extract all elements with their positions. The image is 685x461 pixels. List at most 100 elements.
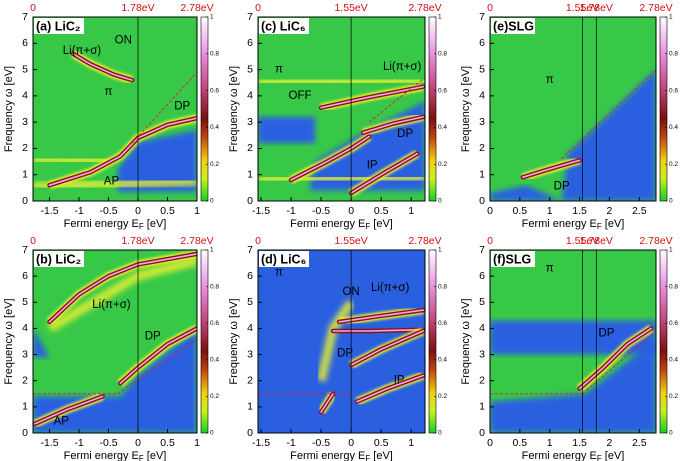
colorbar xyxy=(200,16,209,202)
x-axis-label-part: [eV] xyxy=(370,450,393,461)
x-tick-label: -1.5 xyxy=(40,437,58,449)
boundary xyxy=(368,77,425,123)
colorbar-tick-label: 0.4 xyxy=(438,357,447,364)
y-tick-label: 7 xyxy=(22,11,28,23)
panel-title: (e)SLG xyxy=(493,19,534,33)
x-axis-label-part: Fermi energy E xyxy=(522,450,597,461)
colorbar-tick-label: 0.4 xyxy=(438,124,447,131)
top-tick-label: 2.78eV xyxy=(408,2,441,14)
title-box xyxy=(259,251,309,267)
y-tick-label: 0 xyxy=(247,427,253,439)
y-tick-label: 1 xyxy=(479,168,485,180)
colorbar-tick-label: 0.6 xyxy=(210,87,219,94)
top-tick-label: 1.55eV xyxy=(566,2,599,14)
low-region xyxy=(117,130,197,192)
y-tick-label: 5 xyxy=(22,63,28,75)
colorbar-tick-label: 1 xyxy=(210,247,214,254)
ridge-core xyxy=(320,392,334,413)
annotation: Li(π+σ) xyxy=(383,61,422,73)
annotation: Li(π+σ) xyxy=(371,282,410,294)
y-tick-label: 7 xyxy=(22,244,28,256)
y-tick-label: 5 xyxy=(479,296,485,308)
ridge-core xyxy=(48,253,197,323)
colorbar xyxy=(659,16,668,202)
colorbar-tick-label: 0.4 xyxy=(669,124,678,131)
colorbar-tick-label: 0 xyxy=(438,430,442,437)
panel-title: (c) LiC₆ xyxy=(261,19,306,33)
x-tick-label: -1 xyxy=(286,205,295,217)
y-tick-label: 3 xyxy=(479,348,485,360)
title-box xyxy=(259,18,309,34)
colorbar-tick-label: 0.4 xyxy=(210,124,219,131)
heatmap xyxy=(33,250,197,433)
ridge-core xyxy=(350,152,419,194)
annotation: π xyxy=(275,64,283,76)
x-tick-label: 1 xyxy=(547,205,553,217)
top-tick-label: 1.78eV xyxy=(121,235,154,247)
y-tick-label: 2 xyxy=(479,374,485,386)
x-axis-label: Fermi energy EF [eV] xyxy=(290,218,393,231)
x-axis-label-part: [eV] xyxy=(144,218,167,230)
top-tick-label: 1.55eV xyxy=(334,235,367,247)
x-tick-label: -0.5 xyxy=(99,437,117,449)
y-tick-label: 5 xyxy=(247,63,253,75)
band xyxy=(258,75,425,88)
y-tick-label: 4 xyxy=(247,322,253,334)
x-tick-label: 1 xyxy=(408,205,414,217)
ridge-core xyxy=(33,395,104,425)
y-tick-label: 1 xyxy=(22,168,28,180)
top-tick-label: 1.78eV xyxy=(580,235,613,247)
ridge-core xyxy=(350,330,425,366)
x-axis-label-part: Fermi energy E xyxy=(64,450,139,461)
x-tick-label: -1 xyxy=(74,437,83,449)
top-tick-label: 0 xyxy=(487,235,493,247)
x-tick-label: 1.5 xyxy=(572,437,587,449)
colorbar-tick-label: 0.2 xyxy=(210,161,219,168)
x-axis-label-part: F xyxy=(139,222,144,231)
heatmap xyxy=(33,17,197,201)
x-tick-label: 1 xyxy=(408,437,414,449)
colorbar-tick-label: 0.2 xyxy=(669,161,678,168)
panel-title: (f)SLG xyxy=(493,252,531,266)
y-tick-label: 4 xyxy=(22,322,28,334)
boundary xyxy=(131,71,197,144)
heatmap xyxy=(490,250,656,433)
frame xyxy=(257,249,426,434)
x-tick-label: -1 xyxy=(286,437,295,449)
colorbar-tick-label: 0.8 xyxy=(438,51,447,58)
y-tick-label: 0 xyxy=(22,427,28,439)
boundary xyxy=(582,330,656,395)
x-axis-label-part: [eV] xyxy=(602,218,625,230)
frame xyxy=(489,249,657,434)
x-tick-label: 0 xyxy=(487,437,493,449)
low-region xyxy=(258,116,316,144)
annotation: DP xyxy=(174,100,190,112)
top-tick-label: 1.55eV xyxy=(334,2,367,14)
colorbar xyxy=(659,249,668,434)
annotation: ON xyxy=(115,35,132,47)
x-axis-label-part: [eV] xyxy=(370,218,393,230)
y-tick-label: 4 xyxy=(479,322,485,334)
low-region xyxy=(33,328,50,358)
x-axis-label-part: F xyxy=(139,454,144,461)
annotation: π xyxy=(546,74,554,86)
x-tick-label: -1 xyxy=(74,205,83,217)
x-tick-label: 1 xyxy=(194,205,200,217)
x-axis-label-part: [eV] xyxy=(602,450,625,461)
y-tick-label: 7 xyxy=(247,11,253,23)
band xyxy=(33,154,115,167)
y-tick-label: 6 xyxy=(22,37,28,49)
colorbar-tick-label: 1 xyxy=(210,14,214,21)
x-tick-label: -0.5 xyxy=(312,205,330,217)
boundary xyxy=(561,69,656,160)
y-axis-label: Frequency ω [eV] xyxy=(228,66,240,152)
ridge-core xyxy=(72,52,133,81)
title-box xyxy=(34,251,84,267)
colorbar-tick-label: 0.6 xyxy=(438,320,447,327)
y-axis-label: Frequency ω [eV] xyxy=(460,298,472,384)
colorbar-tick-label: 0.8 xyxy=(669,283,678,290)
y-tick-label: 7 xyxy=(479,244,485,256)
y-tick-label: 6 xyxy=(247,37,253,49)
x-tick-label: 0 xyxy=(135,437,141,449)
